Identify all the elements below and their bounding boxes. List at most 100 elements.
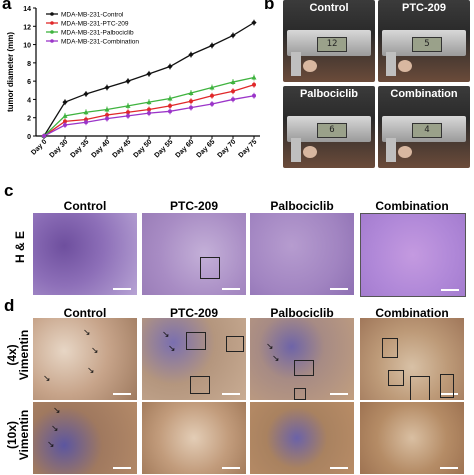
legend-label: MDA-MB-231-Control: [61, 12, 124, 19]
data-point: [251, 20, 257, 26]
y-tick-label: 14: [23, 6, 31, 13]
vimentin-4x-image: ↘ ↘ ↘ ↘: [33, 318, 137, 400]
region-of-interest-box: [388, 370, 404, 386]
region-of-interest-box: [226, 336, 244, 352]
y-tick-label: 10: [23, 43, 31, 50]
arrow-icon: ↘: [168, 344, 176, 354]
y-tick-label: 0: [27, 134, 31, 141]
arrow-icon: ↘: [53, 406, 61, 416]
data-point: [210, 93, 214, 98]
data-point: [126, 113, 130, 118]
scale-bar: [222, 393, 240, 395]
legend-marker: [50, 39, 54, 43]
vimentin-10x-image: [142, 402, 246, 474]
data-point: [230, 32, 236, 39]
vimentin-4x-image: ↘ ↘: [142, 318, 246, 400]
data-point: [168, 103, 172, 108]
data-point: [104, 106, 110, 112]
tumor-sample: [398, 60, 412, 72]
data-point: [189, 105, 193, 110]
he-image: [250, 213, 354, 295]
scale-bar: [113, 288, 131, 290]
y-tick-label: 6: [27, 79, 31, 86]
y-tick-label: 4: [27, 97, 31, 104]
region-of-interest-box: [294, 388, 306, 400]
data-point: [62, 99, 68, 105]
panel-letter-b: b: [264, 0, 275, 13]
arrow-icon: ↘: [266, 342, 274, 352]
panel-letter-c: c: [4, 181, 14, 200]
data-point: [147, 111, 151, 116]
scale-bar: [440, 393, 458, 395]
data-point: [189, 99, 193, 104]
caliper-readout: 4: [412, 123, 442, 138]
column-caption: Palbociclib: [270, 199, 334, 213]
scale-bar: [222, 288, 240, 290]
caliper-photo: Palbociclib 6: [283, 86, 375, 168]
x-tick-label: Day 60: [174, 138, 195, 159]
region-of-interest-box: [186, 332, 206, 350]
data-point: [209, 84, 215, 90]
caliper-label: Palbociclib: [299, 88, 359, 100]
data-point: [168, 109, 172, 114]
caliper-label: Combination: [390, 88, 458, 100]
legend-marker: [50, 12, 54, 16]
region-of-interest-box: [190, 376, 210, 394]
data-point: [105, 116, 109, 121]
data-point: [62, 113, 68, 118]
data-point: [84, 120, 88, 125]
data-point: [146, 99, 152, 105]
he-image: [142, 213, 246, 295]
scale-bar: [440, 467, 458, 469]
arrow-icon: ↘: [43, 374, 51, 384]
legend-label: MDA-MB-231-Combination: [61, 39, 139, 46]
tumor-sample: [303, 146, 317, 158]
scale-bar: [113, 467, 131, 469]
caliper-jaw: [386, 52, 396, 76]
caliper-label: PTC-209: [401, 2, 447, 14]
data-point: [251, 74, 257, 80]
caliper-photo: PTC-209 5: [378, 0, 470, 82]
data-point: [83, 109, 89, 115]
region-of-interest-box: [410, 376, 430, 400]
arrow-icon: ↘: [51, 424, 59, 434]
vimentin-4x-image: ↘ ↘: [250, 318, 354, 400]
arrow-icon: ↘: [162, 330, 170, 340]
x-tick-label: Day 65: [195, 138, 216, 159]
data-point: [146, 71, 152, 77]
caliper-readout: 5: [412, 37, 442, 52]
legend-marker: [50, 21, 54, 25]
x-tick-label: Day 45: [111, 138, 132, 159]
arrow-icon: ↘: [87, 366, 95, 376]
vimentin-10x-stain-label: Vimentin: [17, 409, 31, 461]
x-tick-label: Day 40: [90, 138, 111, 159]
caliper-label: Control: [309, 2, 349, 14]
region-of-interest-box: [382, 338, 398, 358]
column-caption: PTC-209: [169, 306, 219, 320]
caliper-readout: 12: [317, 37, 347, 52]
data-point: [167, 63, 173, 70]
column-caption: Combination: [375, 306, 449, 320]
data-point: [210, 102, 214, 106]
caliper-photo: Combination 4: [378, 86, 470, 168]
data-point: [63, 123, 67, 128]
arrow-icon: ↘: [272, 354, 280, 364]
data-point: [42, 134, 46, 138]
region-of-interest-box: [440, 374, 454, 398]
he-image: [360, 213, 466, 297]
arrow-icon: ↘: [91, 346, 99, 356]
data-point: [252, 93, 256, 98]
column-caption: Combination: [375, 199, 449, 213]
vimentin-10x-image: [360, 402, 464, 474]
scale-bar: [330, 393, 348, 395]
caliper-readout: 6: [317, 123, 347, 138]
x-tick-label: Day 50: [132, 138, 153, 159]
tumor-sample: [398, 146, 412, 158]
arrow-icon: ↘: [47, 440, 55, 450]
scale-bar: [441, 289, 459, 291]
data-point: [125, 103, 131, 108]
x-tick-label: Day 35: [69, 138, 90, 159]
data-point: [231, 89, 235, 94]
data-point: [126, 110, 130, 115]
